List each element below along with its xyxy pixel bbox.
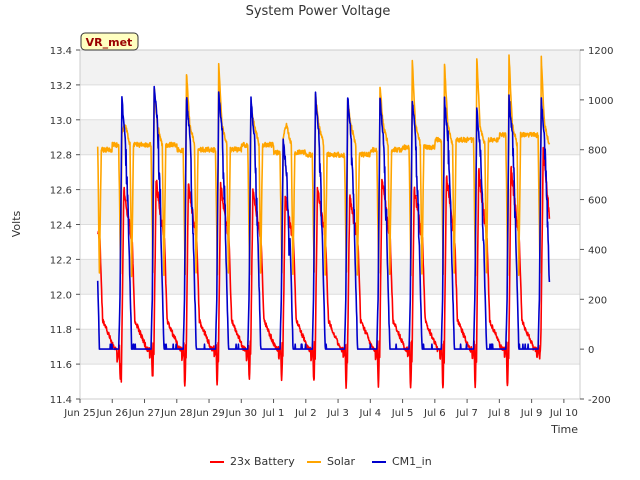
legend-label: CM1_in [392, 455, 432, 468]
y2-tick-label: 1000 [588, 96, 613, 107]
plot-band [80, 84, 580, 120]
x-tick-label: Jun 27 [128, 408, 161, 419]
y2-tick-label: -200 [588, 395, 611, 406]
y2-tick-label: 400 [588, 245, 607, 256]
x-tick-label: Jul 3 [326, 408, 349, 419]
legend: 23x Battery Solar CM1_in [210, 455, 432, 468]
y-tick-label: 13.4 [50, 46, 72, 57]
x-tick-label: Jul 4 [359, 408, 382, 419]
y2-tick-label: 200 [588, 295, 607, 306]
plot-band [80, 50, 580, 85]
x-tick-label: Jul 10 [549, 408, 578, 419]
y2-tick-label: 800 [588, 146, 607, 157]
x-tick-label: Jul 9 [520, 408, 543, 419]
y2-tick-label: 0 [588, 345, 594, 356]
y-tick-label: 12.0 [50, 290, 72, 301]
y2-tick-label: 1200 [588, 46, 613, 57]
series-group [96, 54, 551, 390]
y-tick-label: 12.2 [50, 255, 72, 266]
x-tick-label: Jun 29 [192, 408, 225, 419]
y2-tick-label: 600 [588, 196, 607, 207]
x-tick-label: Jul 7 [455, 408, 478, 419]
x-tick-label: Jul 8 [488, 408, 511, 419]
y-tick-label: 12.8 [50, 151, 72, 162]
badge-label: VR_met [86, 36, 133, 49]
y-axis-label: Volts [10, 210, 23, 237]
y-tick-label: 11.8 [50, 325, 72, 336]
x-tick-label: Jun 28 [160, 408, 193, 419]
plot-band [80, 364, 580, 399]
x-tick-label: Jun 26 [95, 408, 128, 419]
x-axis-label: Time [550, 423, 578, 436]
chart-title: System Power Voltage [246, 4, 391, 19]
series-line-solar [96, 54, 551, 278]
series-line-cm1-in [96, 85, 551, 350]
x-tick-label: Jul 2 [294, 408, 317, 419]
y-tick-label: 12.4 [50, 221, 72, 232]
x-tick-label: Jul 5 [391, 408, 414, 419]
y-axis-right: -200 0 200 400 600 800 1000 1200 [580, 46, 613, 406]
y-axis-left: 11.4 11.6 11.8 12.0 12.2 12.4 12.6 12.8 13.0 13.2… [50, 46, 80, 406]
x-tick-label: Jul 6 [423, 408, 446, 419]
x-tick-label: Jun 25 [63, 408, 96, 419]
badge: VR_met [80, 32, 139, 51]
plot-band [80, 119, 580, 155]
plot-band [80, 154, 580, 190]
y-tick-label: 13.2 [50, 81, 72, 92]
badge-box [80, 32, 139, 51]
legend-label: Solar [327, 455, 356, 468]
y-tick-label: 12.6 [50, 186, 72, 197]
legend-label: 23x Battery [230, 455, 295, 468]
plot-band [80, 329, 580, 365]
y-tick-label: 11.6 [50, 360, 72, 371]
x-axis: Jun 25 Jun 26 Jun 27 Jun 28 Jun 29 Jun 30 Jul … [63, 399, 578, 419]
x-tick-label: Jul 1 [262, 408, 285, 419]
y-tick-label: 13.0 [50, 116, 72, 127]
y-tick-label: 11.4 [50, 395, 72, 406]
x-tick-label: Jun 30 [225, 408, 258, 419]
